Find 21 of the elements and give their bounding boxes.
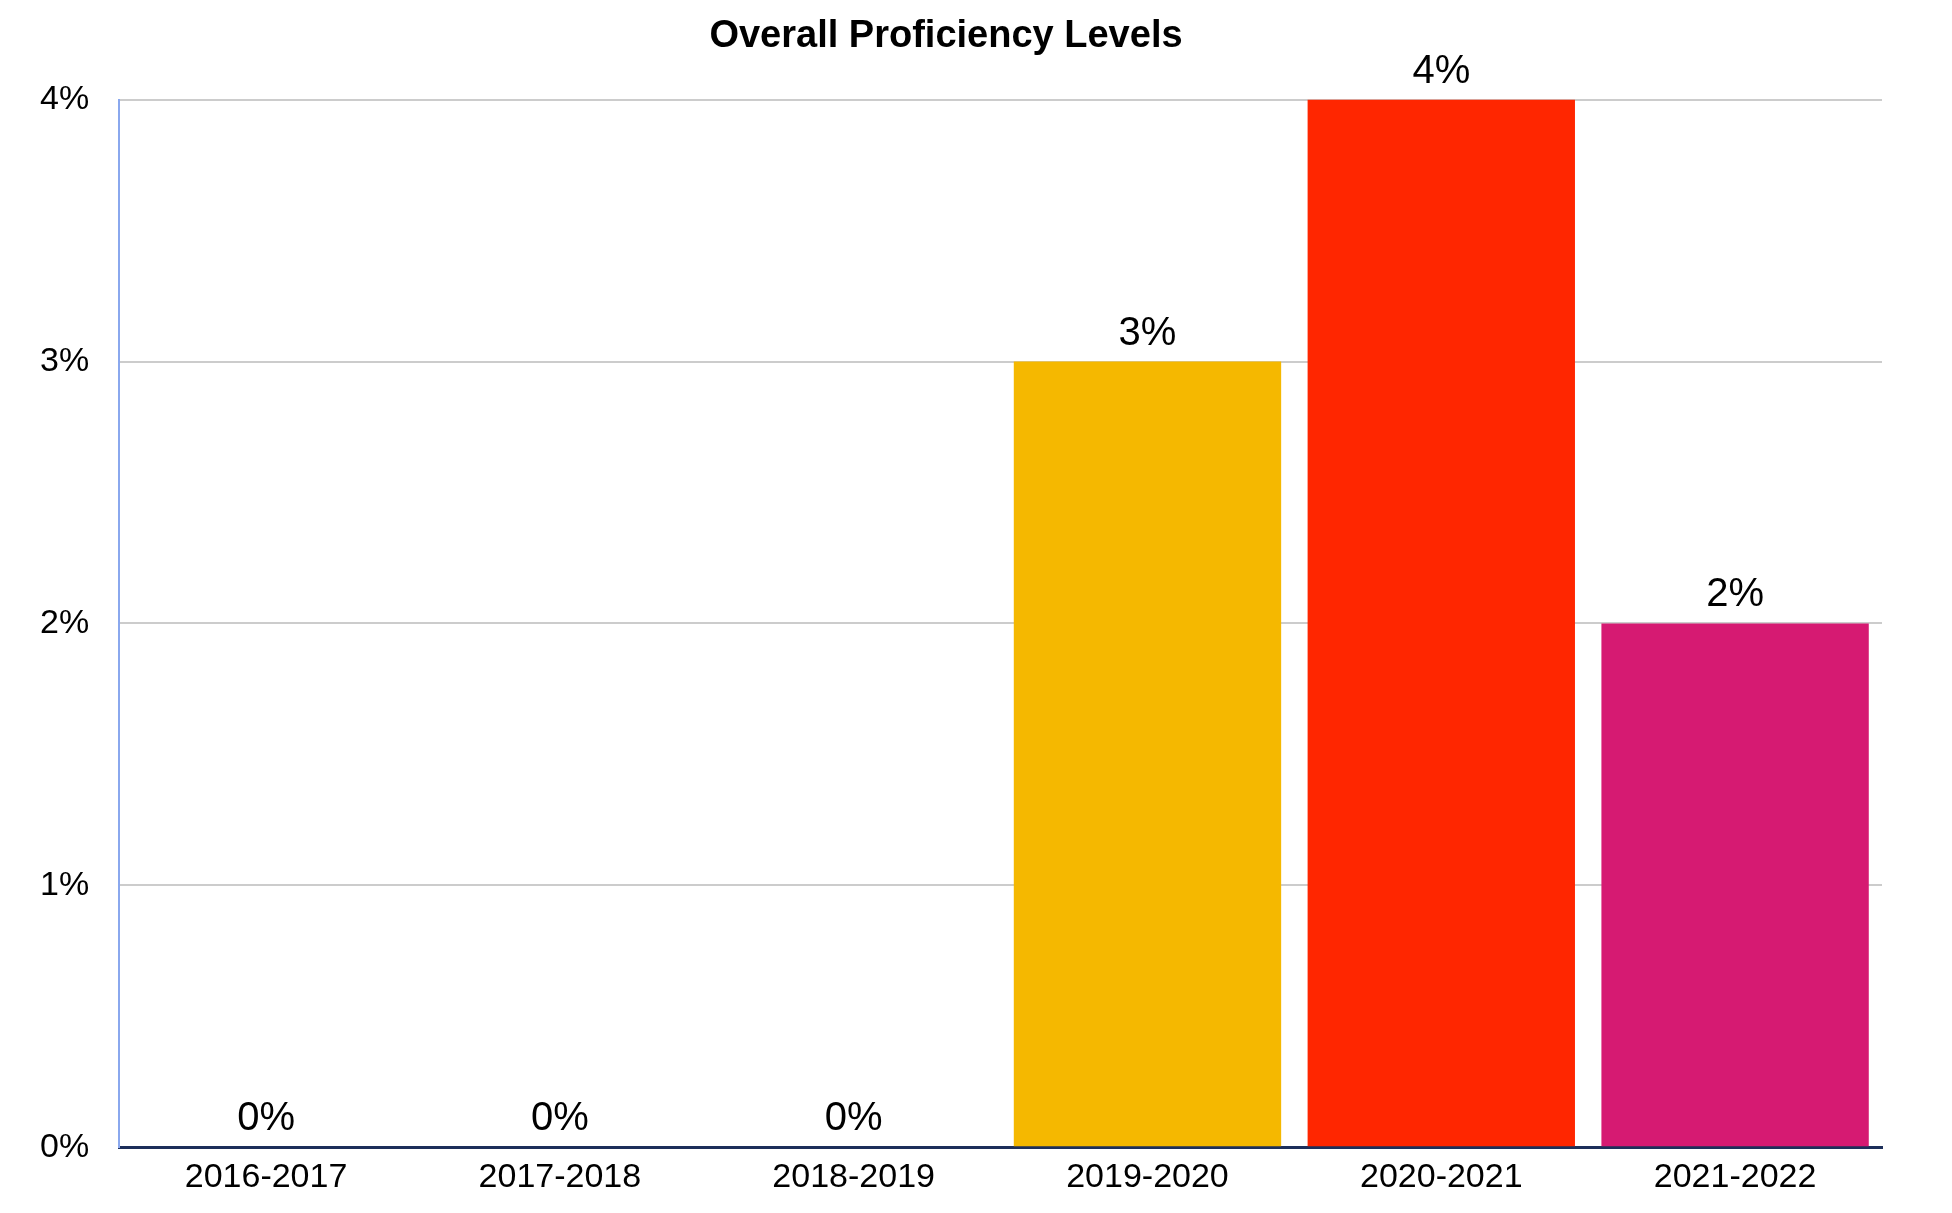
data-label: 0% <box>530 1094 589 1139</box>
data-label: 0% <box>824 1094 883 1139</box>
data-label: 2% <box>1706 570 1764 615</box>
y-tick-label: 1% <box>40 863 90 902</box>
bar <box>1601 623 1869 1147</box>
x-tick-label: 2018-2019 <box>772 1155 935 1194</box>
y-tick-label: 0% <box>40 1125 90 1164</box>
data-label: 3% <box>1118 308 1177 353</box>
x-tick-label: 2017-2018 <box>478 1155 642 1194</box>
y-tick-label: 4% <box>40 77 90 116</box>
bar <box>1307 99 1575 1147</box>
data-label: 0% <box>237 1094 295 1139</box>
x-tick-label: 2021-2022 <box>1653 1155 1817 1194</box>
y-tick-label: 2% <box>40 601 90 640</box>
x-tick-label: 2019-2020 <box>1066 1155 1229 1194</box>
x-tick-label: 2016-2017 <box>184 1155 348 1194</box>
x-tick-label: 2020-2021 <box>1359 1155 1523 1194</box>
bar <box>1013 361 1282 1147</box>
data-label: 4% <box>1412 46 1471 91</box>
y-tick-label: 3% <box>40 339 90 378</box>
chart-title: Overall Proficiency Levels <box>709 13 1183 56</box>
